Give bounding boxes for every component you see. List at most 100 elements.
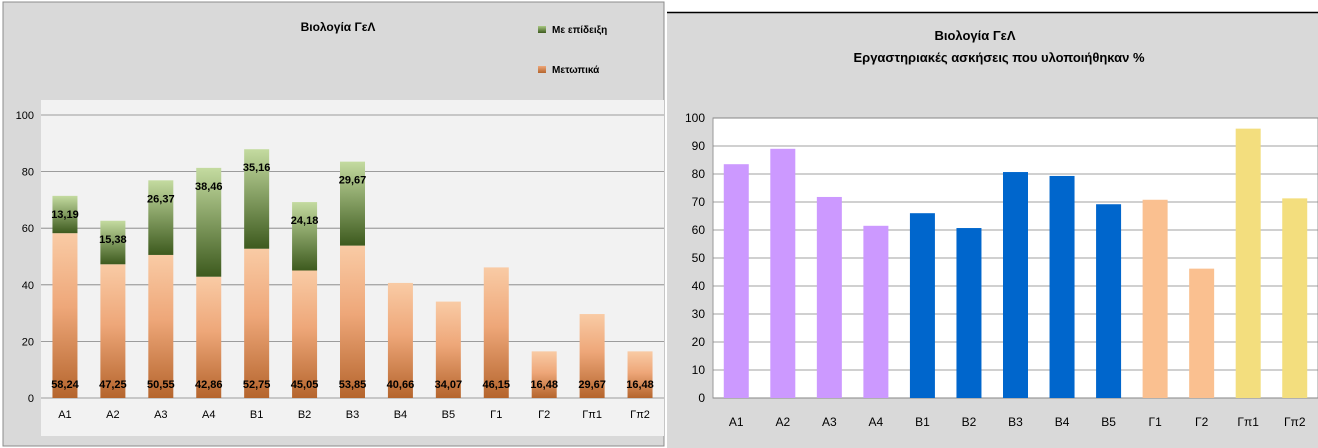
legend-label-frontal: Μετωπικά [552,65,600,76]
x-tick-label: Α1 [58,409,71,421]
y-tick-label: 40 [692,279,706,293]
x-tick-label: Γπ2 [630,409,650,421]
data-label-frontal: 50,55 [147,379,175,391]
bar-demonstration-Α4 [196,167,222,277]
x-tick-label: Α2 [775,415,790,429]
chart-title: Βιολογία ΓεΛ [301,20,376,34]
bar-frontal-Α1 [52,233,78,398]
bar-frontal-Γ1 [483,267,509,398]
x-axis-ticks: Α1 Α2 Α3 Α4 Β1 Β2 Β3 Β4 Β5 Γ1 Γ2 Γπ1 Γπ2 [58,409,650,421]
legend: Με επίδειξη Μετωπικά [538,25,607,76]
x-tick-label: Γ1 [1148,415,1162,429]
bar-frontal-Α4 [196,276,222,398]
bar-chart: 0 10 20 30 40 50 60 70 80 90 100 Α1 Α2 Α3 Α4 Β1 Β2 Β3 Β4 Β… [667,0,1318,448]
y-tick-label: 50 [692,251,706,265]
y-tick-label: 60 [22,223,34,235]
bar-Α4 [863,225,889,398]
x-tick-label: Α3 [822,415,837,429]
y-tick-label: 0 [28,393,34,405]
legend-swatch-frontal [538,66,546,73]
bar-frontal-Β3 [340,245,365,398]
x-tick-label: Α3 [154,409,167,421]
x-tick-label: Β3 [1008,415,1023,429]
y-tick-label: 100 [16,110,34,122]
bar-frontal-Γ2 [531,351,557,398]
data-label-frontal: 53,85 [339,379,367,391]
x-tick-label: Β4 [394,409,407,421]
data-label-frontal: 29,67 [578,379,606,391]
x-axis-ticks: Α1 Α2 Α3 Α4 Β1 Β2 Β3 Β4 Β5 Γ1 Γ2 Γπ1 Γπ2 [729,415,1306,429]
x-tick-label: Α1 [729,415,744,429]
bar-Α1 [723,164,749,398]
x-tick-label: Β5 [1101,415,1116,429]
y-tick-label: 70 [692,195,706,209]
chart-subtitle: Εργαστηριακές ασκήσεις που υλοποιήθηκαν … [853,50,1144,65]
x-tick-label: Γπ1 [582,409,602,421]
x-tick-label: Β1 [915,415,930,429]
y-tick-label: 80 [692,167,706,181]
x-tick-label: Β3 [346,409,359,421]
bar-Β5 [1096,204,1122,398]
legend-label-demonstration: Με επίδειξη [552,25,607,36]
y-tick-label: 20 [22,336,34,348]
bar-demonstration-Α2 [100,220,126,265]
data-label-demonstration: 13,19 [51,209,79,221]
bar-demonstration-Β3 [340,161,365,246]
data-labels: 13,19 58,24 15,38 47,25 26,37 50,55 38,46 42,86… [51,162,654,391]
bar-frontal-Α3 [148,254,174,398]
bar-frontal-Α2 [100,264,126,398]
y-tick-label: 10 [692,363,706,377]
y-tick-label: 40 [22,280,34,292]
y-axis-ticks: 0 10 20 30 40 50 60 70 80 90 100 [685,111,705,405]
y-tick-label: 30 [692,307,706,321]
chart-title: Βιολογία ΓεΛ [934,28,1015,43]
bar-frontal-Β2 [292,270,318,398]
x-tick-label: Β4 [1055,415,1070,429]
data-label-frontal: 16,48 [530,379,558,391]
data-label-demonstration: 35,16 [243,162,271,174]
data-label-demonstration: 26,37 [147,193,175,205]
x-tick-label: Α4 [202,409,215,421]
bar-frontal-Γπ1 [579,314,605,398]
y-tick-label: 100 [685,111,705,125]
bar-demonstration-Β1 [244,149,270,249]
x-tick-label: Β1 [250,409,263,421]
bar-Β4 [1049,175,1075,398]
data-label-frontal: 40,66 [387,379,415,391]
data-label-frontal: 46,15 [483,379,511,391]
bar-frontal-Γπ2 [627,351,653,398]
bar-demonstration-Α3 [148,180,174,255]
bar-Γπ1 [1235,128,1261,398]
data-label-demonstration: 29,67 [339,175,367,187]
data-label-frontal: 52,75 [243,379,271,391]
bar-Γ1 [1142,199,1168,398]
data-label-demonstration: 24,18 [291,215,319,227]
data-label-demonstration: 15,38 [99,234,127,246]
legend-swatch-demonstration [538,26,546,33]
bar-frontal-Β1 [244,248,270,398]
x-tick-label: Γ2 [1195,415,1209,429]
bar-demonstration-Α1 [52,195,78,234]
x-tick-label: Γ1 [490,409,502,421]
stacked-bar-chart: 13,19 58,24 15,38 47,25 26,37 50,55 38,46 42,86… [2,1,665,447]
bars [723,128,1308,398]
bar-demonstration-Β2 [292,202,318,271]
bar-Α3 [816,196,842,398]
data-label-demonstration: 38,46 [195,181,223,193]
bar-Γπ2 [1282,198,1308,398]
bars [52,149,653,398]
data-label-frontal: 42,86 [195,379,223,391]
data-label-frontal: 16,48 [626,379,654,391]
data-label-frontal: 58,24 [51,379,79,391]
y-axis-ticks: 0 20 40 60 80 100 [16,110,34,405]
y-tick-label: 90 [692,139,706,153]
bar-frontal-Β5 [435,301,461,398]
data-label-frontal: 47,25 [99,379,127,391]
bar-Α2 [770,148,796,398]
y-tick-label: 20 [692,335,706,349]
x-tick-label: Α4 [869,415,884,429]
x-tick-label: Γ2 [538,409,550,421]
bar-Β3 [1003,172,1028,398]
x-tick-label: Β5 [442,409,455,421]
x-tick-label: Γπ1 [1237,415,1259,429]
